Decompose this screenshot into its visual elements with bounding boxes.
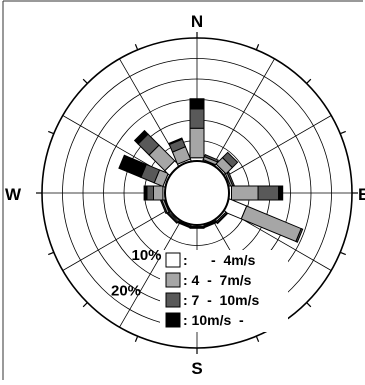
direction-tick [306, 302, 312, 308]
legend-label: : - 4m/s [183, 252, 256, 268]
legend-box [160, 250, 288, 332]
grid-spoke [119, 220, 182, 328]
bar-segment-n-2 [189, 108, 205, 129]
legend-swatch [165, 272, 181, 288]
bar-segment-w-2 [146, 185, 154, 201]
direction-tick [306, 78, 312, 84]
direction-tick [255, 44, 260, 51]
direction-tick [339, 251, 346, 256]
direction-tick [48, 251, 55, 256]
direction-label-north: N [191, 12, 203, 31]
legend-label: : 10m/s - [183, 312, 244, 328]
direction-tick [134, 335, 139, 342]
rose-bars [118, 98, 304, 243]
radial-tick-label: 10% [131, 247, 161, 264]
bar-segment-e-1 [231, 185, 259, 201]
bar-segment-n-1 [189, 127, 205, 159]
direction-tick [339, 130, 346, 135]
legend: : - 4m/s : 4 - 7m/s : 7 - 10m/s : 10m/s - [160, 250, 288, 332]
bar-segment-wnw-3 [118, 154, 147, 178]
calm-center-circle [164, 160, 230, 226]
bar-segment-se-2 [216, 212, 229, 225]
direction-label-east: E [358, 185, 365, 204]
bar-segment-e-2 [257, 185, 280, 201]
legend-swatch [165, 312, 181, 328]
grid-spoke [212, 58, 275, 166]
direction-tick [255, 335, 260, 342]
legend-label: : 7 - 10m/s [183, 292, 259, 308]
direction-tick [48, 130, 55, 135]
bar-segment-e-3 [278, 185, 284, 201]
radial-tick-label: 20% [111, 283, 141, 300]
bar-segment-n-3 [189, 98, 205, 110]
bar-segment-w-3 [143, 185, 148, 201]
legend-swatch [165, 292, 181, 308]
grid-spoke [224, 115, 332, 178]
direction-label-west: W [5, 185, 22, 204]
direction-tick [82, 302, 88, 308]
bar-segment-w-1 [153, 185, 164, 201]
bar-segment-ne-2 [221, 151, 239, 169]
grid-spoke [62, 208, 170, 271]
direction-tick [134, 44, 139, 51]
bar-segment-s-2 [189, 227, 205, 229]
bar-segment-nne-2 [203, 154, 219, 163]
bar-segment-nw-3 [133, 129, 149, 145]
polar-grid [36, 32, 358, 354]
radial-tick-labels: 10% 20% [111, 247, 162, 300]
legend-swatch [165, 252, 181, 268]
direction-tick [82, 78, 88, 84]
bar-segment-ese-2 [295, 227, 304, 243]
direction-label-south: S [191, 359, 202, 378]
bar-segment-ene-2 [226, 171, 235, 187]
legend-label: : 4 - 7m/s [183, 272, 252, 288]
bar-segment-nnw-3 [168, 137, 183, 146]
